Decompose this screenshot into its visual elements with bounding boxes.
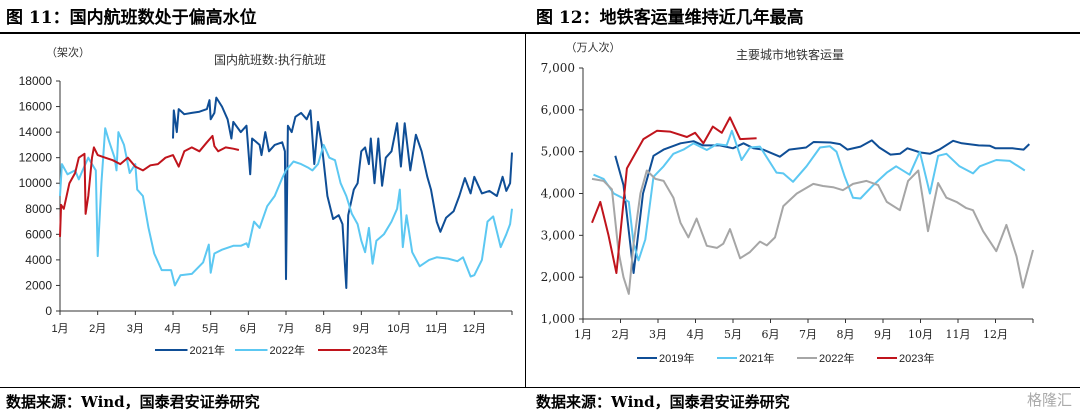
x-tick-label: 8月	[837, 328, 855, 341]
legend-label: 2023年	[899, 351, 934, 365]
x-tick-label: 10月	[387, 323, 410, 335]
x-tick-label: 7月	[277, 323, 294, 335]
y-axis-unit: （万人次）	[566, 40, 621, 54]
flights-chart: （架次） 国内航班数:执行航班 0 2000 4000 6000 8000 10000 1200…	[19, 45, 513, 357]
y-tick-label: 4000	[25, 253, 52, 267]
left-source-note: 数据来源：Wind，国泰君安证券研究	[6, 393, 260, 411]
y-tick-label: 5,000	[541, 145, 575, 159]
left-figure-title: 图 11：国内航班数处于偏高水位	[6, 8, 257, 28]
x-tick-label: 3月	[127, 323, 144, 335]
y-tick-label: 6,000	[541, 103, 575, 117]
x-tick-label: 5月	[202, 323, 219, 335]
x-tick-label: 2月	[612, 328, 630, 341]
y-tick-label: 7,000	[541, 61, 575, 75]
y-tick-label: 4,000	[541, 187, 575, 201]
y-tick-label: 10000	[19, 176, 53, 190]
y-tick-label: 0	[45, 304, 52, 318]
y-tick-label: 14000	[19, 125, 53, 139]
y-tick-label: 12000	[19, 151, 53, 165]
y-tick-label: 6000	[25, 227, 52, 241]
x-tick-label: 9月	[353, 323, 370, 335]
x-tick-label: 1月	[51, 323, 68, 335]
bottom-rule	[0, 387, 1080, 388]
x-tick-label: 3月	[649, 328, 667, 341]
x-tick-label: 11月	[946, 328, 971, 341]
x-tick-label: 6月	[762, 328, 780, 341]
y-tick-label: 2,000	[541, 270, 575, 284]
x-tick-label: 2月	[89, 323, 106, 335]
y-tick-label: 1,000	[541, 312, 575, 326]
series-line-2022年	[59, 127, 513, 287]
x-tick-label: 12月	[463, 323, 486, 335]
legend-label: 2021年	[190, 343, 225, 357]
panel-divider	[525, 33, 526, 388]
x-tick-label: 4月	[164, 323, 181, 335]
series-line-2021年	[172, 96, 513, 289]
series-line-2023年	[591, 116, 757, 274]
right-figure-title: 图 12：地铁客运量维持近几年最高	[536, 8, 804, 28]
legend-label: 2023年	[353, 343, 388, 357]
y-tick-label: 8000	[25, 202, 52, 216]
x-tick-label: 1月	[574, 328, 592, 341]
x-tick-label: 4月	[687, 328, 705, 341]
x-tick-label: 7月	[799, 328, 817, 341]
top-rule	[0, 32, 1080, 34]
legend-label: 2019年	[659, 351, 694, 365]
watermark-logo: 格隆汇	[1026, 391, 1072, 409]
x-tick-label: 5月	[724, 328, 742, 341]
chart-title: 国内航班数:执行航班	[214, 52, 326, 67]
y-tick-label: 18000	[19, 74, 53, 88]
y-tick-label: 2000	[25, 278, 52, 292]
y-tick-label: 3,000	[541, 228, 575, 242]
x-tick-label: 10月	[908, 328, 933, 341]
x-tick-label: 9月	[874, 328, 892, 341]
metro-chart: （万人次） 主要城市地铁客运量 1,000 2,000 3,000 4,000 5,000 6…	[541, 40, 1034, 365]
x-tick-label: 11月	[425, 323, 447, 335]
chart-title: 主要城市地铁客运量	[736, 47, 844, 62]
legend-label: 2021年	[739, 351, 774, 365]
right-source-note: 数据来源：Wind，国泰君安证券研究	[536, 393, 790, 411]
series-line-2022年	[591, 169, 1034, 295]
x-tick-label: 6月	[240, 323, 257, 335]
legend-label: 2022年	[819, 351, 854, 365]
legend-label: 2022年	[270, 343, 305, 357]
y-axis-unit: （架次）	[46, 45, 90, 59]
x-tick-label: 12月	[983, 328, 1008, 341]
x-tick-label: 8月	[315, 323, 332, 335]
y-tick-label: 16000	[19, 100, 53, 114]
series-line-2019年	[614, 139, 1030, 274]
series-line-2023年	[59, 134, 240, 237]
series-line-2021年	[593, 129, 1026, 262]
